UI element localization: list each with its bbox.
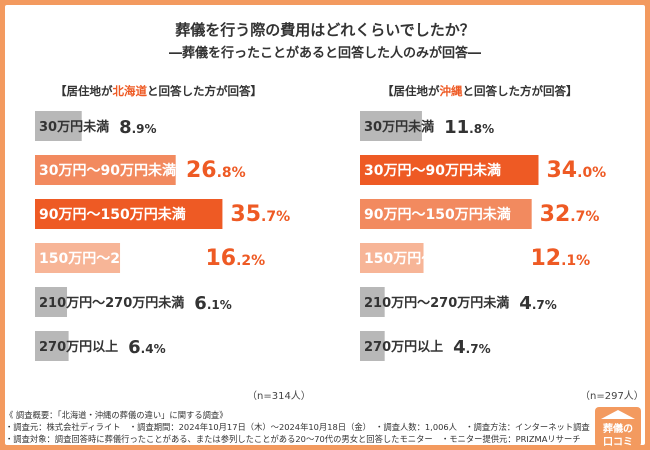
category-label: 210万円〜270万円未満 <box>364 295 509 311</box>
value-label: 12.1% <box>530 246 590 271</box>
survey-notes: 《 調査概要：「北海道・沖縄の葬儀の違い」に関する調査》 ・調査元：株式会社ディ… <box>5 409 590 445</box>
sample-size-okinawa: （n=297人） <box>580 391 644 402</box>
bar <box>360 243 424 273</box>
bar-chart-okinawa: 30万円未満 11.8% 30万円〜90万円未満 34.0% 90万円〜150万円未満 3… <box>360 111 607 361</box>
chart-title: 葬儀を行う際の費用はどれくらいでしたか？ <box>175 21 475 39</box>
logo-text: 葬儀の <box>603 424 633 435</box>
category-label: 90万円〜150万円未満 <box>364 206 511 223</box>
house-roof-icon <box>601 410 635 419</box>
bar <box>360 287 385 317</box>
bar <box>35 199 223 229</box>
category-label: 30万円未満 <box>39 119 109 135</box>
panel-heading-okinawa: 【居住地が沖縄と回答した方が回答】 <box>382 83 578 99</box>
value-label: 4.7% <box>453 337 490 358</box>
category-label: 210万円〜270万円未満 <box>39 295 184 311</box>
category-label: 30万円〜90万円未満 <box>39 162 176 179</box>
survey-notes-line: 《 調査概要：「北海道・沖縄の葬儀の違い」に関する調査》 <box>5 410 228 420</box>
chart-card: 葬儀を行う際の費用はどれくらいでしたか？ ―葬儀を行ったことがあると回答した人の… <box>5 5 645 448</box>
survey-notes-line: ・調査対象：調査回答時に葬儀行ったことがある、または参列したことがある20〜70… <box>5 434 581 444</box>
panel-heading-suffix: と回答した方が回答】 <box>462 84 578 98</box>
brand-logo: 葬儀の 口コミ <box>595 407 641 448</box>
category-label: 150万円〜210万円未満 <box>39 250 195 267</box>
category-label: 90万円〜150万円未満 <box>39 206 186 223</box>
panel-heading-prefix: 【居住地が <box>382 84 440 98</box>
panel-heading-prefix: 【居住地が <box>55 84 113 98</box>
category-label: 270万円以上 <box>39 340 118 355</box>
panel-heading-hokkaido: 【居住地が北海道と回答した方が回答】 <box>55 83 262 99</box>
category-label: 30万円未満 <box>364 119 434 135</box>
value-label: 11.8% <box>444 117 494 138</box>
value-label: 26.8% <box>186 158 246 183</box>
bar <box>35 287 68 317</box>
bar <box>35 155 176 185</box>
category-label: 150万円〜210万円未満 <box>364 250 520 267</box>
value-label: 35.7% <box>230 202 290 227</box>
bar <box>360 331 385 361</box>
category-label: 30万円〜90万円未満 <box>364 162 501 179</box>
chart-subtitle: ―葬儀を行ったことがあると回答した人のみが回答― <box>168 46 481 61</box>
bar <box>35 243 121 273</box>
category-label: 270万円以上 <box>364 340 443 355</box>
value-label: 16.2% <box>205 246 265 271</box>
bar <box>35 111 82 141</box>
survey-notes-line: ・調査元：株式会社ディライト ・調査期間：2024年10月17日（木）〜2024… <box>5 422 590 432</box>
bar-chart-hokkaido: 30万円未満 8.9% 30万円〜90万円未満 26.8% 90万円〜150万円未満 35… <box>35 111 290 361</box>
bar <box>360 155 539 185</box>
logo-text: 口コミ <box>603 437 633 448</box>
value-label: 34.0% <box>547 158 607 183</box>
panel-heading-region: 北海道 <box>112 84 148 98</box>
bar <box>360 199 532 229</box>
value-label: 32.7% <box>540 202 600 227</box>
value-label: 6.1% <box>194 293 231 314</box>
bar <box>360 111 422 141</box>
bar <box>35 331 69 361</box>
panel-heading-region: 沖縄 <box>439 84 463 98</box>
value-label: 8.9% <box>119 117 156 138</box>
value-label: 6.4% <box>128 337 165 358</box>
sample-size-hokkaido: （n=314人） <box>247 391 311 402</box>
panel-heading-suffix: と回答した方が回答】 <box>147 84 262 98</box>
value-label: 4.7% <box>519 293 556 314</box>
